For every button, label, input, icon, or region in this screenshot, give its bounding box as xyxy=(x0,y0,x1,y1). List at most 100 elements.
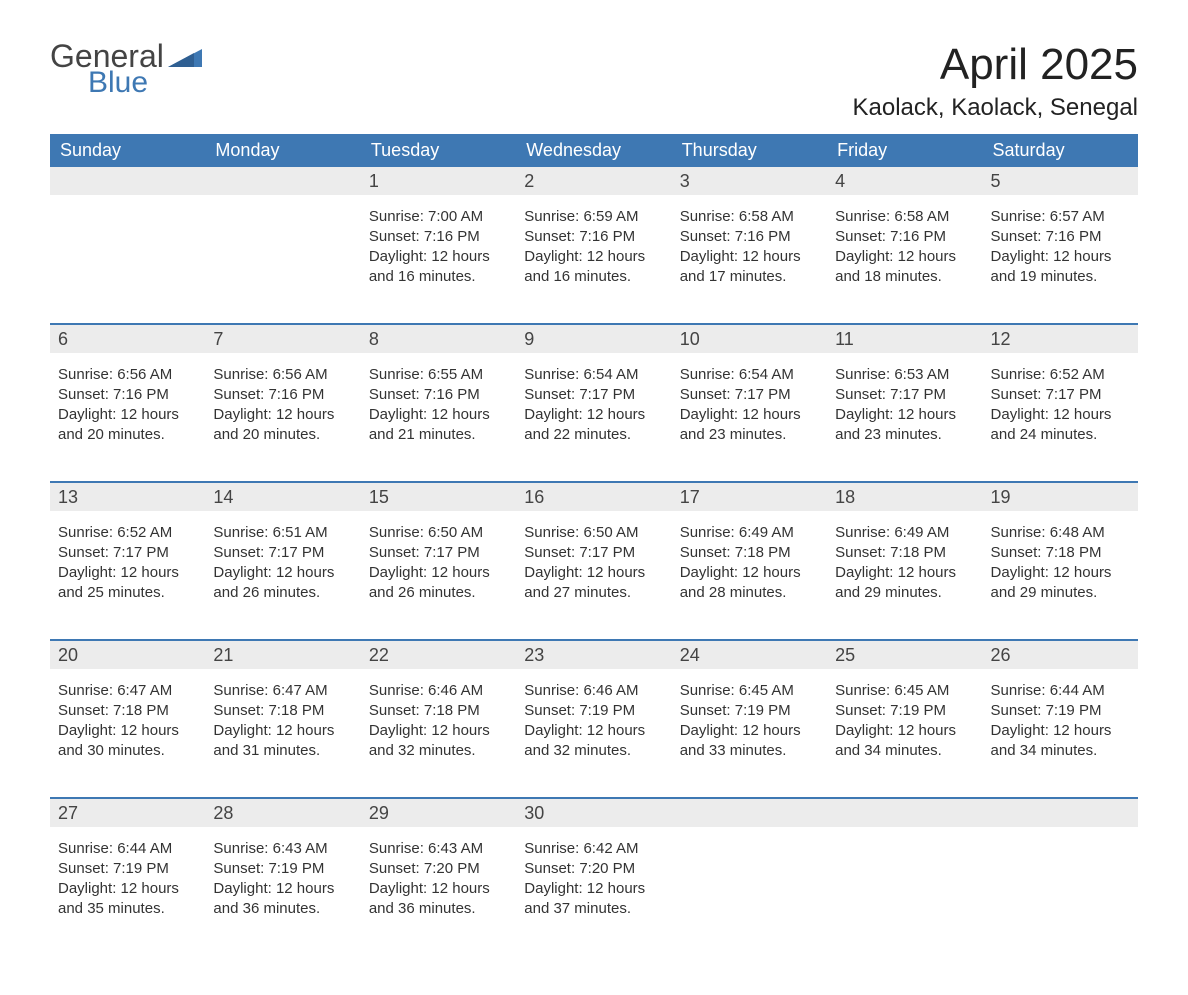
daylight-line: Daylight: 12 hours and 26 minutes. xyxy=(369,563,508,604)
day-body-cell: Sunrise: 6:55 AMSunset: 7:16 PMDaylight:… xyxy=(361,353,516,482)
sunrise-value: 7:00 AM xyxy=(428,208,483,225)
day-number-cell: 25 xyxy=(827,640,982,669)
sunrise-value: 6:54 AM xyxy=(739,366,794,383)
daylight-value: 12 hours and 19 minutes. xyxy=(991,248,1112,285)
daylight-value: 12 hours and 22 minutes. xyxy=(524,406,645,443)
day-body-cell: Sunrise: 6:43 AMSunset: 7:20 PMDaylight:… xyxy=(361,827,516,955)
sunrise-line: Sunrise: 6:56 AM xyxy=(213,365,352,385)
day-number-cell: 20 xyxy=(50,640,205,669)
location-subtitle: Kaolack, Kaolack, Senegal xyxy=(852,94,1138,122)
daylight-value: 12 hours and 32 minutes. xyxy=(369,722,490,759)
daylight-value: 12 hours and 29 minutes. xyxy=(835,564,956,601)
sunset-value: 7:19 PM xyxy=(890,702,946,719)
sunset-line: Sunset: 7:16 PM xyxy=(524,227,663,247)
sunrise-value: 6:46 AM xyxy=(583,682,638,699)
logo-flag-icon xyxy=(168,45,202,67)
sunset-line: Sunset: 7:18 PM xyxy=(680,543,819,563)
daylight-line: Daylight: 12 hours and 17 minutes. xyxy=(680,247,819,288)
daylight-value: 12 hours and 20 minutes. xyxy=(58,406,179,443)
day-body-cell: Sunrise: 6:46 AMSunset: 7:19 PMDaylight:… xyxy=(516,669,671,798)
sunrise-line: Sunrise: 7:00 AM xyxy=(369,207,508,227)
sunrise-line: Sunrise: 6:52 AM xyxy=(58,523,197,543)
sunrise-value: 6:43 AM xyxy=(428,840,483,857)
sunrise-line: Sunrise: 6:56 AM xyxy=(58,365,197,385)
sunset-value: 7:19 PM xyxy=(1046,702,1102,719)
sunrise-value: 6:47 AM xyxy=(273,682,328,699)
sunset-value: 7:16 PM xyxy=(735,228,791,245)
sunset-line: Sunset: 7:19 PM xyxy=(680,701,819,721)
sunrise-value: 6:58 AM xyxy=(739,208,794,225)
daynum-row: 12345 xyxy=(50,167,1138,195)
daylight-line: Daylight: 12 hours and 30 minutes. xyxy=(58,721,197,762)
daylight-line: Daylight: 12 hours and 16 minutes. xyxy=(369,247,508,288)
day-number-cell: 13 xyxy=(50,482,205,511)
sunset-value: 7:16 PM xyxy=(268,386,324,403)
day-number-cell: 1 xyxy=(361,167,516,195)
sunset-line: Sunset: 7:19 PM xyxy=(58,859,197,879)
day-number-cell: 30 xyxy=(516,798,671,827)
sunset-line: Sunset: 7:16 PM xyxy=(58,385,197,405)
sunrise-value: 6:42 AM xyxy=(583,840,638,857)
col-friday: Friday xyxy=(827,134,982,167)
sunrise-line: Sunrise: 6:48 AM xyxy=(991,523,1130,543)
daylight-line: Daylight: 12 hours and 24 minutes. xyxy=(991,405,1130,446)
day-number-cell: 5 xyxy=(983,167,1138,195)
day-number-cell: 18 xyxy=(827,482,982,511)
sunset-value: 7:17 PM xyxy=(268,544,324,561)
sunrise-line: Sunrise: 6:52 AM xyxy=(991,365,1130,385)
daybody-row: Sunrise: 7:00 AMSunset: 7:16 PMDaylight:… xyxy=(50,195,1138,324)
daylight-line: Daylight: 12 hours and 20 minutes. xyxy=(58,405,197,446)
daylight-line: Daylight: 12 hours and 36 minutes. xyxy=(213,879,352,920)
daylight-line: Daylight: 12 hours and 29 minutes. xyxy=(835,563,974,604)
sunrise-line: Sunrise: 6:42 AM xyxy=(524,839,663,859)
daylight-line: Daylight: 12 hours and 34 minutes. xyxy=(991,721,1130,762)
day-number-cell: 19 xyxy=(983,482,1138,511)
sunset-value: 7:17 PM xyxy=(424,544,480,561)
day-body-cell xyxy=(50,195,205,324)
sunrise-value: 6:44 AM xyxy=(117,840,172,857)
daylight-value: 12 hours and 36 minutes. xyxy=(213,880,334,917)
day-body-cell xyxy=(827,827,982,955)
sunrise-line: Sunrise: 6:45 AM xyxy=(835,681,974,701)
sunset-line: Sunset: 7:16 PM xyxy=(213,385,352,405)
daylight-value: 12 hours and 34 minutes. xyxy=(991,722,1112,759)
sunrise-line: Sunrise: 6:47 AM xyxy=(213,681,352,701)
daylight-line: Daylight: 12 hours and 29 minutes. xyxy=(991,563,1130,604)
day-body-cell: Sunrise: 6:59 AMSunset: 7:16 PMDaylight:… xyxy=(516,195,671,324)
day-body-cell: Sunrise: 6:45 AMSunset: 7:19 PMDaylight:… xyxy=(827,669,982,798)
day-body-cell: Sunrise: 6:52 AMSunset: 7:17 PMDaylight:… xyxy=(50,511,205,640)
daybody-row: Sunrise: 6:44 AMSunset: 7:19 PMDaylight:… xyxy=(50,827,1138,955)
day-body-cell: Sunrise: 6:45 AMSunset: 7:19 PMDaylight:… xyxy=(672,669,827,798)
col-saturday: Saturday xyxy=(983,134,1138,167)
day-number-cell: 21 xyxy=(205,640,360,669)
sunrise-value: 6:45 AM xyxy=(894,682,949,699)
sunrise-value: 6:50 AM xyxy=(583,524,638,541)
sunset-line: Sunset: 7:17 PM xyxy=(991,385,1130,405)
daylight-line: Daylight: 12 hours and 37 minutes. xyxy=(524,879,663,920)
sunset-line: Sunset: 7:16 PM xyxy=(835,227,974,247)
sunrise-value: 6:44 AM xyxy=(1050,682,1105,699)
day-body-cell: Sunrise: 7:00 AMSunset: 7:16 PMDaylight:… xyxy=(361,195,516,324)
logo: General Blue xyxy=(50,40,202,98)
day-number-cell: 12 xyxy=(983,324,1138,353)
day-number-cell: 11 xyxy=(827,324,982,353)
sunrise-line: Sunrise: 6:45 AM xyxy=(680,681,819,701)
day-number-cell: 3 xyxy=(672,167,827,195)
sunrise-value: 6:54 AM xyxy=(583,366,638,383)
daylight-line: Daylight: 12 hours and 31 minutes. xyxy=(213,721,352,762)
sunset-value: 7:20 PM xyxy=(579,860,635,877)
sunset-line: Sunset: 7:18 PM xyxy=(991,543,1130,563)
daylight-line: Daylight: 12 hours and 18 minutes. xyxy=(835,247,974,288)
sunset-line: Sunset: 7:19 PM xyxy=(991,701,1130,721)
day-number-cell: 17 xyxy=(672,482,827,511)
col-monday: Monday xyxy=(205,134,360,167)
day-number-cell: 22 xyxy=(361,640,516,669)
daylight-value: 12 hours and 33 minutes. xyxy=(680,722,801,759)
sunrise-line: Sunrise: 6:58 AM xyxy=(835,207,974,227)
daynum-row: 20212223242526 xyxy=(50,640,1138,669)
sunrise-value: 6:48 AM xyxy=(1050,524,1105,541)
daylight-line: Daylight: 12 hours and 33 minutes. xyxy=(680,721,819,762)
sunrise-line: Sunrise: 6:43 AM xyxy=(369,839,508,859)
sunrise-line: Sunrise: 6:49 AM xyxy=(835,523,974,543)
sunset-line: Sunset: 7:20 PM xyxy=(524,859,663,879)
